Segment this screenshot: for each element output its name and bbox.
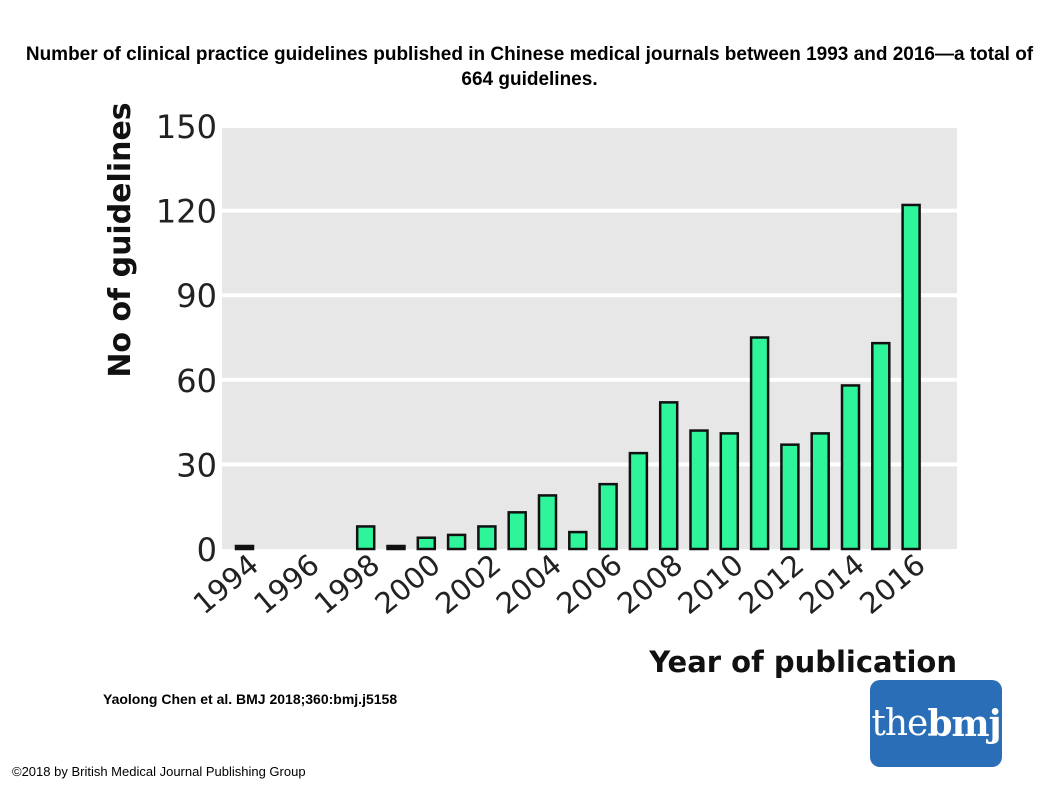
x-tick-label: 2006 (550, 547, 628, 620)
bar-1994 (234, 544, 255, 551)
bar-2000 (416, 536, 437, 551)
y-tick-label: 150 (156, 108, 217, 146)
bar-1999 (386, 544, 406, 551)
bar-1998 (355, 525, 376, 551)
bar-2005 (568, 530, 588, 551)
bar-2009 (689, 429, 709, 551)
x-tick-label: 2000 (368, 547, 446, 620)
y-tick-label: 90 (176, 277, 217, 315)
x-tick-label: 1996 (247, 547, 325, 620)
bar-2001 (446, 533, 467, 551)
bar-2004 (537, 494, 558, 551)
bar-2006 (598, 482, 618, 551)
bar-2014 (840, 384, 861, 551)
copyright-notice: ©2018 by British Medical Journal Publish… (12, 764, 306, 779)
citation: Yaolong Chen et al. BMJ 2018;360:bmj.j51… (103, 691, 398, 707)
x-tick-label: 2016 (853, 547, 931, 620)
plot-area: 0306090120150199419961998200020022004200… (156, 108, 957, 621)
bar-2011 (749, 336, 770, 551)
logo-text-the: the (871, 703, 928, 744)
bar-2010 (719, 432, 740, 551)
x-tick-label: 1998 (308, 547, 386, 620)
bar-2007 (628, 451, 649, 551)
x-tick-label: 2002 (429, 547, 507, 620)
bar-2013 (810, 432, 830, 551)
x-axis-label: Year of publication (648, 645, 957, 679)
y-axis-label: No of guidelines (103, 102, 138, 377)
bar-2002 (477, 525, 497, 551)
bar-2015 (871, 341, 891, 551)
x-tick-label: 2010 (671, 547, 749, 620)
bmj-logo[interactable]: the bmj (870, 680, 1002, 767)
x-tick-label: 2004 (490, 547, 568, 620)
y-tick-label: 60 (176, 362, 217, 400)
logo-text-bmj: bmj (927, 702, 1001, 745)
y-tick-label: 30 (176, 446, 217, 484)
y-tick-label: 0 (197, 531, 217, 569)
bar-2012 (780, 443, 800, 551)
plot-background (222, 126, 957, 549)
x-tick-label: 2012 (732, 547, 810, 620)
x-tick-label: 2008 (611, 547, 689, 620)
x-tick-label: 2014 (793, 547, 871, 620)
chart-title: Number of clinical practice guidelines p… (25, 44, 1034, 90)
bar-2003 (507, 511, 527, 551)
bar-2016 (901, 203, 921, 551)
y-tick-label: 120 (156, 193, 217, 231)
bar-2008 (658, 401, 679, 551)
